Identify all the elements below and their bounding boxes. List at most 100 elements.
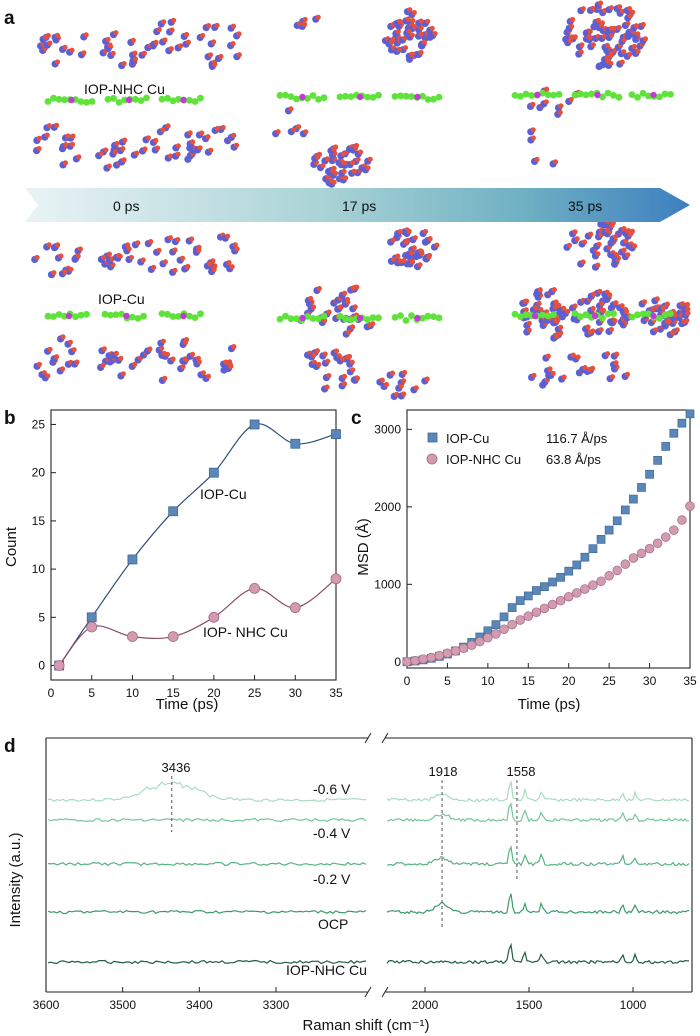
oxygen-atom: [591, 291, 597, 297]
raman-trace-left: [47, 780, 367, 803]
oxygen-atom: [145, 135, 151, 141]
ligand-atom: [276, 91, 284, 99]
data-point-square: [331, 429, 341, 440]
data-point-square: [86, 612, 97, 623]
msd-point-square: [637, 483, 646, 492]
msd-point-circle: [685, 501, 695, 511]
oxygen-atom: [623, 308, 630, 314]
oxygen-atom: [596, 241, 602, 247]
series-line: [58, 578, 337, 666]
oxygen-atom: [126, 246, 132, 252]
oxygen-atom: [572, 229, 578, 235]
ligand-atom: [397, 312, 404, 319]
raman-trace-right: [386, 781, 690, 803]
oxygen-atom: [236, 52, 242, 58]
oxygen-atom: [70, 133, 76, 139]
plot-frame: [50, 409, 337, 681]
msd-point-square: [596, 535, 606, 544]
ligand-atom: [175, 95, 182, 103]
msd-point-circle: [466, 640, 477, 650]
oxygen-atom: [401, 378, 407, 384]
oxygen-atom: [567, 38, 573, 44]
oxygen-atom: [418, 25, 424, 31]
oxygen-atom: [627, 231, 634, 237]
oxygen-atom: [572, 34, 578, 40]
oxygen-atom: [349, 160, 356, 166]
x-tick-label: 15: [166, 686, 180, 700]
oxygen-atom: [211, 267, 217, 273]
oxygen-atom: [605, 58, 611, 64]
msd-point-square: [548, 577, 557, 587]
oxygen-atom: [545, 353, 551, 359]
msd-point-square: [532, 586, 541, 595]
msd-point-circle: [547, 599, 558, 610]
oxygen-atom: [103, 147, 109, 153]
oxygen-atom: [229, 264, 235, 270]
oxygen-atom: [172, 267, 178, 273]
msd-point-square: [515, 596, 525, 605]
ligand-atom: [315, 315, 322, 323]
oxygen-atom: [121, 61, 127, 67]
oxygen-atom: [326, 373, 332, 379]
ligand-atom: [83, 99, 90, 106]
ligand-atom: [582, 311, 590, 319]
oxygen-atom: [225, 233, 231, 239]
ligand-atom: [336, 312, 344, 320]
oxygen-atom: [199, 130, 205, 136]
oxygen-atom: [184, 31, 190, 38]
oxygen-atom: [297, 20, 303, 27]
y-tick-label: 0: [38, 659, 45, 673]
oxygen-atom: [42, 34, 49, 40]
oxygen-atom: [531, 372, 537, 378]
oxygen-atom: [599, 307, 605, 313]
oxygen-atom: [598, 23, 605, 29]
oxygen-atom: [619, 59, 625, 65]
ligand-atom: [107, 311, 114, 319]
ligand-atom: [191, 98, 199, 105]
ligand-atom: [186, 96, 193, 104]
oxygen-atom: [587, 329, 593, 335]
oxygen-atom: [60, 334, 66, 340]
oxygen-atom: [231, 132, 237, 138]
raman-trace-left: [47, 959, 367, 965]
oxygen-atom: [167, 235, 173, 241]
y-tick-label: 10: [32, 562, 46, 576]
b-series-label-iop-cu: IOP-Cu: [200, 486, 247, 502]
oxygen-atom: [132, 50, 138, 56]
msd-point-circle: [555, 595, 566, 606]
oxygen-atom: [614, 351, 620, 357]
c-legend-iop-nhc-cu: IOP-NHC Cu: [446, 452, 521, 467]
oxygen-atom: [418, 31, 424, 37]
oxygen-atom: [419, 250, 425, 256]
oxygen-atom: [631, 43, 637, 50]
x-tick-label: 5: [444, 674, 451, 688]
oxygen-atom: [604, 227, 611, 233]
copper-atom: [356, 93, 364, 101]
oxygen-atom: [354, 375, 361, 381]
ligand-atom: [44, 312, 52, 320]
oxygen-atom: [379, 377, 385, 383]
ligand-atom: [50, 313, 57, 320]
oxygen-atom: [406, 228, 412, 234]
oxygen-atom: [337, 304, 343, 310]
oxygen-atom: [81, 50, 87, 56]
oxygen-atom: [530, 135, 536, 141]
x-tick-label: 3400: [186, 998, 213, 1012]
x-tick-label: 1500: [516, 998, 543, 1012]
oxygen-atom: [627, 6, 633, 12]
oxygen-atom: [566, 242, 573, 248]
copper-atom: [414, 314, 421, 322]
oxygen-atom: [640, 21, 646, 28]
panel-label-b: b: [4, 408, 16, 429]
oxygen-atom: [184, 264, 190, 270]
oxygen-atom: [350, 324, 356, 330]
oxygen-atom: [112, 149, 118, 155]
oxygen-atom: [311, 352, 317, 358]
oxygen-atom: [291, 127, 297, 133]
ligand-atom: [342, 92, 349, 100]
ligand-atom: [169, 313, 177, 320]
oxygen-atom: [171, 17, 177, 23]
oxygen-atom: [121, 157, 127, 163]
d-x-axis-title: Raman shift (cm⁻¹): [302, 1017, 429, 1034]
msd-point-circle: [531, 607, 542, 617]
